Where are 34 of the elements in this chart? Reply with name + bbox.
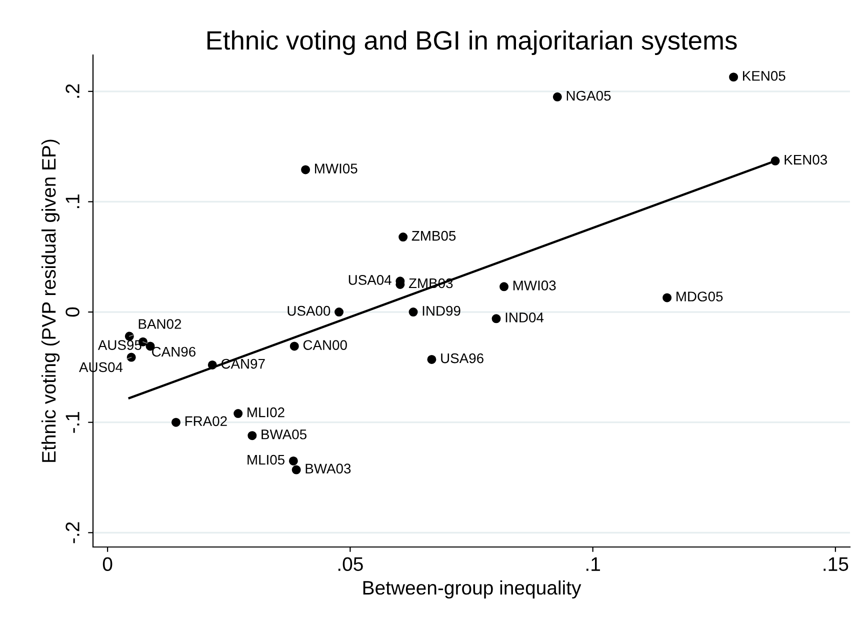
annotation: MDG05: [676, 292, 723, 302]
annotation: NGA05: [566, 90, 611, 101]
x-tick-label: .1: [586, 557, 600, 571]
y-tick-label: -.2: [66, 522, 80, 544]
annotation: IND04: [506, 312, 544, 322]
chart-title: Ethnic voting and BGI in majoritarian systems: [207, 30, 737, 55]
annotation: BWA03: [306, 464, 351, 474]
annotation: CAN96: [152, 346, 196, 357]
x-tick-label: .15: [824, 557, 848, 572]
y-axis-title: Ethnic voting (PVP residual given EP): [41, 140, 60, 462]
annotation: BWA05: [262, 429, 306, 440]
y-tick-label: .2: [66, 84, 80, 98]
x-tick-label: .05: [338, 557, 363, 572]
y-tick-label: .1: [66, 194, 80, 208]
annotation: CAN97: [221, 358, 265, 369]
annotation: USA00: [288, 306, 330, 316]
annotation: AUS95: [98, 340, 142, 350]
annotation: USA04: [348, 275, 392, 285]
annotation: CAN00: [303, 340, 347, 350]
x-axis-title: Between-group inequality: [363, 580, 582, 599]
annotation: KEN05: [743, 70, 786, 81]
annotation: MLI02: [248, 407, 284, 418]
y-tick-label: 0: [66, 307, 80, 317]
y-tick-label: -.1: [66, 412, 80, 433]
annotation: BAN02: [138, 319, 182, 329]
annotation: IND99: [422, 306, 460, 316]
annotation: FRA02: [185, 416, 227, 426]
annotation: MWI05: [315, 164, 358, 174]
annotation: KEN03: [784, 154, 827, 165]
annotation: MWI03: [513, 280, 556, 290]
annotation: ZMB05: [412, 230, 456, 241]
annotation: USA96: [441, 353, 484, 364]
annotation: MLI05: [248, 454, 284, 465]
x-tick-label: 0: [102, 557, 112, 572]
